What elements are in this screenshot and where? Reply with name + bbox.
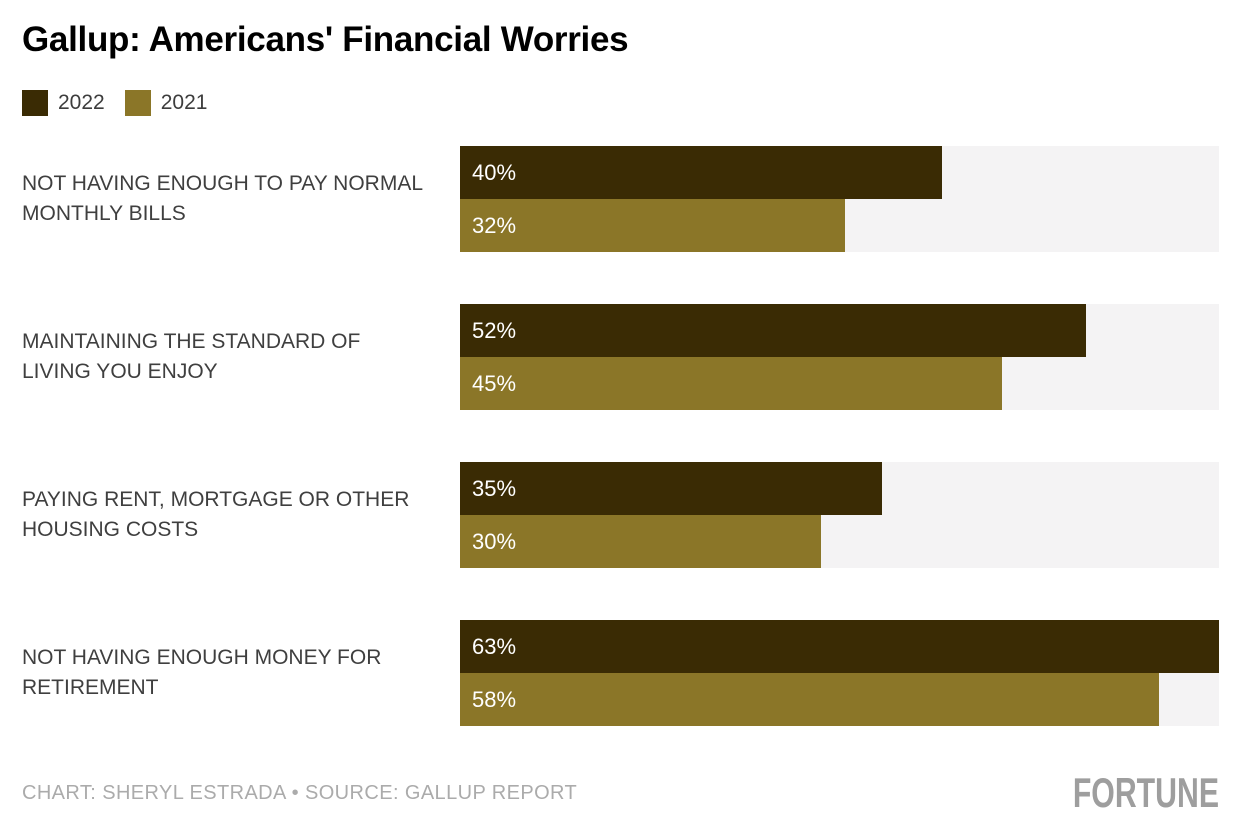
bar-value-label: 63% — [472, 633, 517, 659]
legend: 2022 2021 — [22, 90, 1219, 117]
page-title: Gallup: Americans' Financial Worries — [22, 20, 629, 59]
bar-group: 35% 30% — [460, 462, 1219, 569]
bar-value-label: 35% — [472, 475, 517, 501]
fortune-logo: FORTUNE — [1072, 769, 1219, 817]
bar-2021: 32% — [460, 199, 846, 253]
bar-value-label: 30% — [472, 528, 517, 554]
bar-track: 35% — [460, 462, 1219, 516]
bar-2021: 45% — [460, 357, 1003, 411]
footer-credit: CHART: SHERYL ESTRADA • SOURCE: GALLUP R… — [22, 781, 578, 804]
chart-row: NOT HAVING ENOUGH MONEY FOR RETIREMENT 63… — [22, 620, 1219, 727]
legend-swatch-2022 — [22, 90, 48, 117]
bar-value-label: 40% — [472, 159, 517, 185]
bar-2022: 40% — [460, 146, 942, 200]
bar-2022: 63% — [460, 620, 1219, 674]
bar-track: 52% — [460, 304, 1219, 358]
legend-swatch-2021 — [124, 90, 151, 117]
category-label: PAYING RENT, MORTGAGE OR OTHER HOUSING C… — [22, 488, 410, 542]
bar-group: 52% 45% — [460, 304, 1219, 411]
legend-label: 2022 — [58, 91, 105, 115]
bar-chart: NOT HAVING ENOUGH TO PAY NORMAL MONTHLY … — [22, 146, 1219, 727]
chart-row: NOT HAVING ENOUGH TO PAY NORMAL MONTHLY … — [22, 146, 1219, 253]
bar-track: 30% — [460, 515, 1219, 569]
bar-group: 63% 58% — [460, 620, 1219, 727]
bar-value-label: 52% — [472, 317, 517, 343]
bar-track: 40% — [460, 146, 1219, 200]
category-label: MAINTAINING THE STANDARD OF LIVING YOU E… — [22, 330, 361, 384]
bar-value-label: 45% — [472, 370, 517, 396]
bar-track: 32% — [460, 199, 1219, 253]
bar-2021: 30% — [460, 515, 822, 569]
category-label: NOT HAVING ENOUGH MONEY FOR RETIREMENT — [22, 646, 382, 700]
bar-2021: 58% — [460, 673, 1159, 727]
bar-value-label: 58% — [472, 686, 517, 712]
bar-group: 40% 32% — [460, 146, 1219, 253]
chart-row: PAYING RENT, MORTGAGE OR OTHER HOUSING C… — [22, 462, 1219, 569]
bar-2022: 52% — [460, 304, 1087, 358]
footer: CHART: SHERYL ESTRADA • SOURCE: GALLUP R… — [22, 772, 1219, 814]
category-label: NOT HAVING ENOUGH TO PAY NORMAL MONTHLY … — [22, 172, 423, 226]
chart-row: MAINTAINING THE STANDARD OF LIVING YOU E… — [22, 304, 1219, 411]
legend-label: 2021 — [160, 91, 208, 115]
bar-track: 63% — [460, 620, 1219, 674]
bar-2022: 35% — [460, 462, 882, 516]
bar-value-label: 32% — [472, 212, 517, 238]
legend-item-2022: 2022 — [22, 90, 105, 117]
legend-item-2021: 2021 — [124, 90, 208, 117]
bar-track: 58% — [460, 673, 1219, 727]
bar-track: 45% — [460, 357, 1219, 411]
